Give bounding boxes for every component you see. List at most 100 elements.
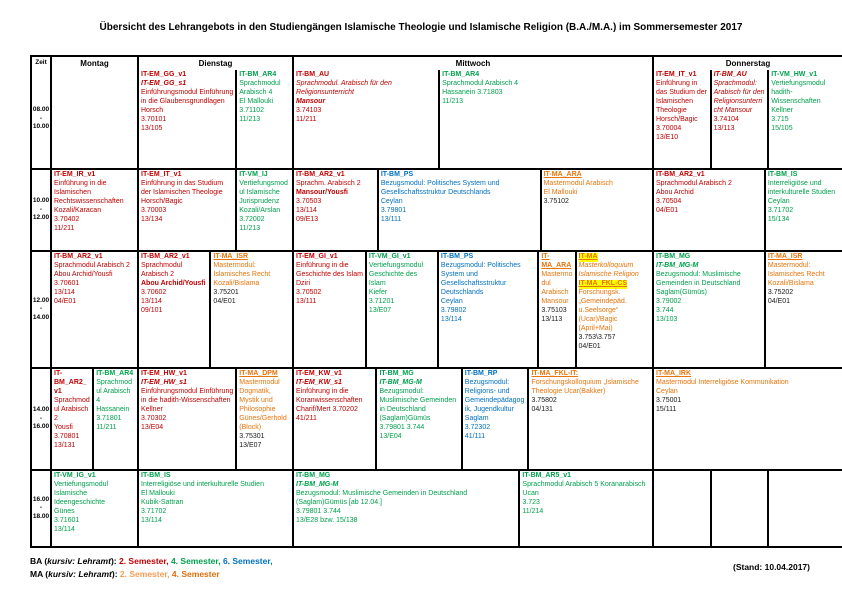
course-cell: IT-BM_MG IT-BM_MG-M Bezugsmodul: Muslimisc…: [294, 471, 518, 546]
course-text: 3.70601: [54, 279, 80, 287]
course-code: IT-BM_MG: [656, 253, 691, 260]
day-column-montag: IT-EM_IR_v1 Einführung in die Islamischen…: [50, 170, 137, 250]
course-code: IT-EM_GG_v1: [141, 71, 187, 78]
course-code: IT-EM_IT_v1: [141, 171, 182, 178]
course-text: Sprachmodul. Arabisch für den Religionsu…: [296, 79, 392, 96]
course-text: 13/114: [296, 206, 317, 214]
course-text: Saglam(Gümüs): [656, 288, 707, 296]
course-text: Bezugsmodul: Muslimische Gemeinden in De…: [656, 270, 741, 287]
course-text: Vertiefungsmodul hadith-Wissenschaften: [771, 79, 826, 105]
day-column-donnerstag: IT-MA_IRK Mastermodul Interreligiöse Komm…: [652, 369, 842, 469]
course-text: 15/134: [767, 215, 790, 223]
course-text: 3.75802: [531, 396, 557, 404]
legend-item: 4. Semester: [169, 569, 220, 579]
header-row: Zeit Montag Dienstag Mittwoch Donnerstag: [32, 57, 842, 70]
course-text: Bezugsmodul: Muslimische Gemeinden in De…: [296, 489, 468, 497]
day-column-mittwoch: IT-EM_GI_v1 Einführung in die Geschichte …: [292, 252, 652, 367]
course-code: IT-BM_AR2_v1: [141, 253, 190, 260]
course-code: IT-MA_ARA: [541, 253, 572, 269]
course-text: 3.70502: [296, 288, 322, 296]
header-mittwoch: Mittwoch: [292, 57, 652, 70]
course-code: IT-BM_AR2_v1: [54, 253, 103, 260]
course-text: 3.70402: [54, 215, 80, 223]
course-text: Dziri: [296, 279, 310, 287]
course-text: Abou Archid/Yousfi: [54, 270, 113, 278]
time-cell: 16.00-18.00: [32, 495, 50, 520]
course-text: El Mallouki: [141, 489, 175, 497]
course-text: Interreligiöse und interkulturelle Studi…: [767, 179, 836, 196]
course-text: 11/213: [239, 115, 261, 123]
course-text: 13/105: [141, 124, 163, 132]
course-text: 04/E01: [213, 297, 236, 305]
course-cell: IT-MA Masterkolloquium Islamische Religio…: [574, 252, 653, 367]
course-text: 3.79002: [656, 297, 682, 305]
course-text: 13/113: [541, 315, 563, 323]
course-text: 04/131: [531, 405, 553, 413]
day-column-dienstag: IT-EM_GG_v1 IT-EM_GG_s1 Einführungsmodul E…: [137, 70, 292, 168]
course-text: 11/211: [54, 224, 75, 232]
course-code: IT-MA_ISR: [213, 253, 249, 260]
course-text: Bezugsmodul: Politisches System und Gese…: [380, 179, 500, 196]
course-text: Ceylan: [440, 297, 463, 305]
course-code: IT-BM_AU: [296, 71, 330, 78]
course-text: 11/211: [296, 115, 317, 123]
course-code: IT-BM_AR2_v1: [54, 370, 87, 395]
day-column-dienstag: IT-BM_AR2_v1 Sprachmodul Arabisch 2 Abou A…: [137, 252, 292, 367]
course-text: 3.74104: [713, 115, 739, 123]
course-text: 3.70504: [656, 197, 682, 205]
course-text: Interreligiöse und interkulturelle Studi…: [141, 480, 264, 488]
course-code: IT-BM_MG: [379, 370, 414, 377]
course-text: Mastermodul Dogmatik, Mystik und Philoso…: [239, 378, 280, 413]
course-code: IT-VM_GI_v1: [368, 253, 411, 260]
course-code: IT-BM_MG: [296, 472, 331, 479]
course-text: El Mallouki: [239, 97, 274, 105]
course-text: Kiefer: [368, 288, 388, 296]
course-text: IT-BM_MG-M: [656, 261, 699, 269]
course-code: IT-BM_RP: [464, 370, 498, 377]
course-text: Einführungsmodul Einführung in die hadit…: [141, 387, 234, 404]
course-text: Kozali/Bislama: [213, 279, 260, 287]
course-text: 3.753\3.757: [578, 333, 616, 341]
course-cell: IT-BM_AR2_v1 Sprachmodul Arabisch 2 Abou A…: [52, 252, 137, 367]
course-code: IT-VM_IJ: [239, 171, 268, 178]
course-text: Einführungsmodul Einführung in die Glaub…: [141, 88, 234, 105]
course-text: 3.744: [656, 306, 674, 314]
course-text: 3.71801: [96, 414, 122, 422]
course-text: 13/114: [440, 315, 462, 323]
empty-cell: [52, 70, 137, 168]
course-text: Horsch: [141, 106, 164, 114]
course-text: Einführung in das Studium der Islamische…: [656, 79, 707, 114]
course-text: Ceylan: [380, 197, 403, 205]
course-code: IT-EM_KW_v1: [296, 370, 342, 377]
course-code: IT-BM_PS: [380, 171, 414, 178]
day-column-donnerstag: [652, 471, 842, 546]
course-text: Günes/Gerhold: [239, 414, 287, 422]
course-code: IT-MA: [578, 253, 598, 262]
time-cell: 08.00-10.00: [32, 106, 50, 131]
course-text: Einführung in die Islamischen Rechtswiss…: [54, 179, 124, 205]
course-cell: IT-BM_PS Bezugsmodul: Politisches System …: [436, 252, 537, 367]
course-text: 3.75301: [239, 432, 265, 440]
day-column-montag: [50, 70, 137, 168]
day-column-montag: IT-BM_AR2_v1 Sprachmodul Arabisch 2 Abou A…: [50, 252, 137, 367]
course-text: 13/111: [296, 297, 317, 305]
course-cell: IT-MA_ISR Mastermodul: Islamisches Recht K…: [209, 252, 292, 367]
course-cell: IT-EM_IR_v1 Einführung in die Islamischen…: [52, 170, 137, 250]
course-text: Mastermodul: Islamisches Recht: [213, 261, 271, 278]
course-text: El Mallouki: [543, 188, 578, 196]
course-cell: IT-MA_DPM Mastermodul Dogmatik, Mystik un…: [235, 369, 292, 469]
course-text: Mansour: [296, 97, 326, 105]
course-text: 3.75102: [543, 197, 569, 205]
course-text: Sprachmodul Arabisch 2: [141, 261, 183, 278]
course-text: Mastermodul: Islamisches Recht: [767, 261, 825, 278]
course-text: Sprachmodul Arabisch 2: [54, 261, 130, 269]
course-text: 3.71702: [767, 206, 794, 214]
course-text: 3.72302: [464, 423, 491, 431]
course-text: Sprachmodul Arabisch 5 Koranarabisch: [522, 480, 646, 488]
course-cell: IT-BM_RP Bezugsmodul: Religions- und Geme…: [460, 369, 528, 469]
legend-footer: BA (kursiv: Lehramt): 2. Semester, 4. Se…: [30, 556, 810, 582]
course-code: IT-BM_PS: [440, 253, 474, 260]
legend-ma: MA (kursiv: Lehramt): 2. Semester, 4. Se…: [30, 569, 810, 579]
course-code: IT-BM_AU: [713, 71, 747, 78]
course-text: 3.70801: [54, 432, 80, 440]
